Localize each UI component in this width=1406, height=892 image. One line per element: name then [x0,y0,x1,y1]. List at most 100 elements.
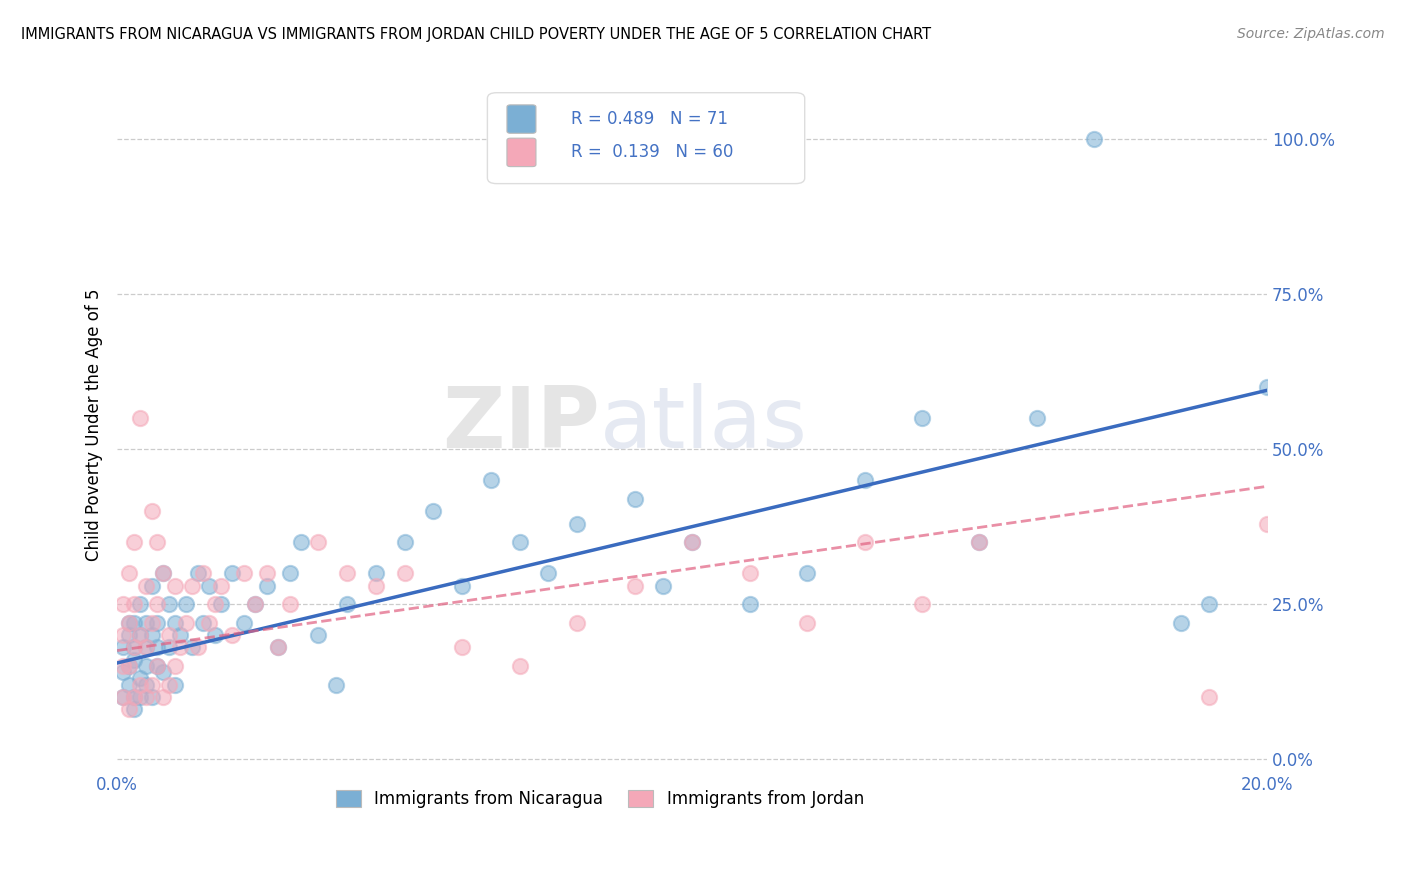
Point [118,615,141,630]
Point [221,566,243,581]
Text: Source: ZipAtlas.com: Source: ZipAtlas.com [1237,27,1385,41]
FancyBboxPatch shape [488,93,804,184]
Point [1170,615,1192,630]
Point [796,566,818,581]
Point [853,473,876,487]
Point [198,615,221,630]
Legend: Immigrants from Nicaragua, Immigrants from Jordan: Immigrants from Nicaragua, Immigrants fr… [329,783,870,815]
Point [307,628,329,642]
Point [124,615,146,630]
Point [118,659,141,673]
FancyBboxPatch shape [508,105,536,133]
Point [135,678,157,692]
Point [681,535,703,549]
Point [232,615,254,630]
Point [256,578,278,592]
Point [187,566,209,581]
Point [118,628,141,642]
Point [1256,516,1278,531]
Point [124,597,146,611]
Point [394,566,416,581]
Point [152,566,174,581]
Point [181,640,204,655]
Point [243,597,266,611]
Point [111,690,134,704]
Point [394,535,416,549]
Point [174,615,197,630]
Text: atlas: atlas [600,383,808,466]
Point [364,566,387,581]
Point [146,659,169,673]
Point [652,578,675,592]
Point [124,702,146,716]
Point [681,535,703,549]
Point [141,628,163,642]
Point [163,659,186,673]
Point [209,597,232,611]
Point [969,535,991,549]
Point [141,678,163,692]
Point [193,615,215,630]
Point [141,504,163,518]
Point [451,578,474,592]
Point [336,597,359,611]
Point [307,535,329,549]
Point [124,640,146,655]
Point [537,566,560,581]
Point [738,566,761,581]
Point [135,690,157,704]
Point [278,566,301,581]
Point [157,640,180,655]
Point [157,597,180,611]
Point [1198,597,1220,611]
Point [118,678,141,692]
Point [174,597,197,611]
FancyBboxPatch shape [508,138,536,167]
Point [118,566,141,581]
Point [146,640,169,655]
Point [141,615,163,630]
Point [135,659,157,673]
Point [278,597,301,611]
Point [129,628,152,642]
Point [135,640,157,655]
Point [146,615,169,630]
Point [152,665,174,680]
Point [193,566,215,581]
Point [129,678,152,692]
Point [163,678,186,692]
Point [146,535,169,549]
Point [209,578,232,592]
Point [124,653,146,667]
Point [124,690,146,704]
Point [267,640,290,655]
Point [336,566,359,581]
Point [124,535,146,549]
Point [204,628,226,642]
Point [221,628,243,642]
Point [135,578,157,592]
Point [911,597,934,611]
Point [198,578,221,592]
Point [623,578,645,592]
Point [141,578,163,592]
Point [129,597,152,611]
Point [1256,380,1278,394]
Point [169,640,191,655]
Point [623,491,645,506]
Point [157,678,180,692]
Point [256,566,278,581]
Point [111,597,134,611]
Y-axis label: Child Poverty Under the Age of 5: Child Poverty Under the Age of 5 [86,288,103,561]
Point [1083,132,1105,146]
Point [141,690,163,704]
Text: R = 0.489   N = 71: R = 0.489 N = 71 [571,110,728,128]
Point [243,597,266,611]
Point [290,535,312,549]
Point [163,615,186,630]
Point [129,411,152,425]
Point [135,615,157,630]
Text: ZIP: ZIP [443,383,600,466]
Point [267,640,290,655]
Point [163,578,186,592]
